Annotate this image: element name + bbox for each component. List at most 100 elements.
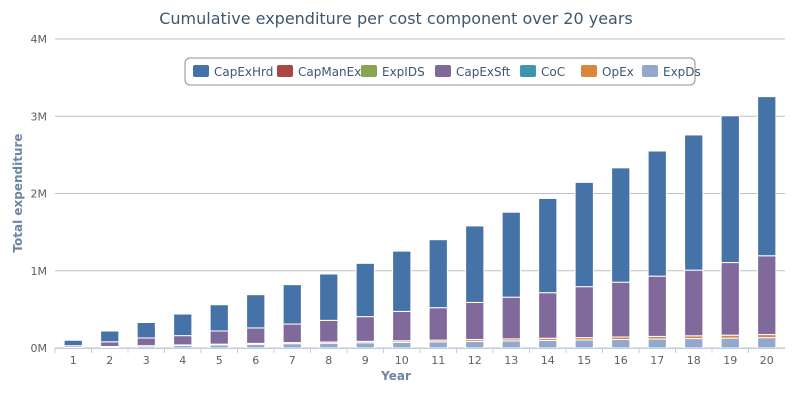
bar-segment-capexsft-year-19[interactable] xyxy=(720,262,740,336)
bar-segment-capexhrd-year-5[interactable] xyxy=(209,304,229,332)
legend-label: ExpDs xyxy=(663,65,701,79)
bar-segment-capexhrd-year-15[interactable] xyxy=(574,181,594,288)
bar-segment-expds-year-6[interactable] xyxy=(246,343,266,349)
bar-segment-capexsft-year-12[interactable] xyxy=(465,301,485,341)
bar-segment-capexhrd-year-2[interactable] xyxy=(100,330,120,343)
bar-segment-capexsft-year-5[interactable] xyxy=(209,330,229,345)
bar-segment-capexhrd-year-17[interactable] xyxy=(647,150,667,277)
x-tick-label: 12 xyxy=(468,354,482,367)
bar-segment-capexsft-year-13[interactable] xyxy=(501,296,521,340)
bar-segment-expds-year-20[interactable] xyxy=(757,337,777,349)
bar-segment-capexhrd-year-13[interactable] xyxy=(501,211,521,298)
legend-label: CapExHrd xyxy=(214,65,273,79)
bar-segment-expds-year-7[interactable] xyxy=(282,343,302,349)
legend-item-capexhrd[interactable]: CapExHrd xyxy=(193,65,273,79)
bar-segment-capexhrd-year-18[interactable] xyxy=(684,134,704,271)
bar-segment-expds-year-19[interactable] xyxy=(720,337,740,349)
legend-swatch xyxy=(581,65,597,77)
bar-segment-expds-year-8[interactable] xyxy=(319,342,339,349)
bar-segment-capexsft-year-2[interactable] xyxy=(100,341,120,347)
x-tick-label: 7 xyxy=(289,354,296,367)
x-tick-label: 20 xyxy=(760,354,774,367)
x-tick-label: 3 xyxy=(143,354,150,367)
bar-segment-capexsft-year-14[interactable] xyxy=(538,292,558,339)
bar-segment-capexhrd-year-9[interactable] xyxy=(355,262,375,318)
legend-item-expids[interactable]: ExpIDS xyxy=(361,65,425,79)
legend-label: CapManEx xyxy=(298,65,361,79)
y-tick-label: 3M xyxy=(31,110,48,123)
bar-segment-capexsft-year-8[interactable] xyxy=(319,319,339,343)
x-tick-label: 11 xyxy=(431,354,445,367)
bar-segment-capexsft-year-7[interactable] xyxy=(282,323,302,344)
x-tick-label: 5 xyxy=(216,354,223,367)
bar-segment-capexsft-year-20[interactable] xyxy=(757,255,777,336)
bar-segment-capexhrd-year-3[interactable] xyxy=(136,322,156,339)
bar-segment-capexhrd-year-1[interactable] xyxy=(63,339,83,347)
legend-label: CoC xyxy=(541,65,565,79)
legend-item-capexsft[interactable]: CapExSft xyxy=(435,65,511,79)
x-tick-label: 9 xyxy=(362,354,369,367)
x-tick-label: 18 xyxy=(687,354,701,367)
y-tick-label: 0M xyxy=(31,342,48,355)
x-tick-label: 10 xyxy=(395,354,409,367)
bar-segment-expds-year-18[interactable] xyxy=(684,338,704,349)
x-axis-title: Year xyxy=(380,369,411,383)
bar-segment-capexsft-year-15[interactable] xyxy=(574,286,594,339)
legend-item-expds[interactable]: ExpDs xyxy=(642,65,701,79)
legend-swatch xyxy=(277,65,293,77)
bar-segment-expds-year-16[interactable] xyxy=(611,339,631,349)
bar-segment-capexhrd-year-11[interactable] xyxy=(428,239,448,309)
bar-segment-expds-year-10[interactable] xyxy=(392,341,412,349)
x-axis-ticks: 1 2 3 4 5 6 7 8 9 10 11 12 13 14 15 16 17 18 19 20 xyxy=(54,348,774,367)
bar-segment-expds-year-11[interactable] xyxy=(428,341,448,349)
bar-segment-expds-year-9[interactable] xyxy=(355,342,375,349)
x-tick-label: 15 xyxy=(577,354,591,367)
legend-swatch xyxy=(642,65,658,77)
x-tick-label: 16 xyxy=(614,354,628,367)
bar-segment-capexhrd-year-14[interactable] xyxy=(538,197,558,294)
bar-segment-capexsft-year-17[interactable] xyxy=(647,275,667,337)
x-tick-label: 1 xyxy=(70,354,77,367)
x-tick-label: 13 xyxy=(504,354,518,367)
legend-item-capmanex[interactable]: CapManEx xyxy=(277,65,361,79)
bar-segment-expds-year-17[interactable] xyxy=(647,338,667,349)
legend-item-opex[interactable]: OpEx xyxy=(581,65,634,79)
legend-label: OpEx xyxy=(602,65,634,79)
y-tick-label: 4M xyxy=(31,33,48,46)
x-tick-label: 6 xyxy=(252,354,259,367)
bar-segment-capexsft-year-9[interactable] xyxy=(355,316,375,342)
bar-segment-capexsft-year-4[interactable] xyxy=(173,335,193,346)
bar-segment-expds-year-15[interactable] xyxy=(574,339,594,349)
y-tick-label: 2M xyxy=(31,188,48,201)
bar-segment-capexsft-year-18[interactable] xyxy=(684,269,704,337)
bar-segment-capexsft-year-11[interactable] xyxy=(428,307,448,341)
bar-segment-capexhrd-year-4[interactable] xyxy=(173,313,193,337)
bar-segment-capexhrd-year-19[interactable] xyxy=(720,115,740,264)
bar-segment-capexhrd-year-6[interactable] xyxy=(246,294,266,329)
bar-segment-capexhrd-year-10[interactable] xyxy=(392,250,412,312)
bar-segment-capexhrd-year-7[interactable] xyxy=(282,284,302,325)
bar-segment-expds-year-14[interactable] xyxy=(538,339,558,349)
bar-segment-capexsft-year-3[interactable] xyxy=(136,337,156,347)
bar-segment-capexhrd-year-20[interactable] xyxy=(757,96,777,257)
x-tick-label: 14 xyxy=(541,354,555,367)
legend: CapExHrd CapManEx ExpIDS CapExSft CoC OpEx Exp… xyxy=(184,57,701,86)
bar-segment-expds-year-13[interactable] xyxy=(501,340,521,349)
bar-segment-capexhrd-year-8[interactable] xyxy=(319,273,339,321)
legend-swatch xyxy=(435,65,451,77)
legend-swatch xyxy=(193,65,209,77)
legend-swatch xyxy=(520,65,536,77)
x-tick-label: 8 xyxy=(325,354,332,367)
bar-segment-capexsft-year-6[interactable] xyxy=(246,327,266,344)
legend-item-coc[interactable]: CoC xyxy=(520,65,565,79)
bar-segment-expds-year-12[interactable] xyxy=(465,340,485,349)
bar-segment-capexsft-year-16[interactable] xyxy=(611,281,631,338)
legend-label: ExpIDS xyxy=(382,65,425,79)
bar-segment-capexhrd-year-16[interactable] xyxy=(611,167,631,283)
bar-segment-capexsft-year-10[interactable] xyxy=(392,310,412,342)
bar-segment-capexhrd-year-12[interactable] xyxy=(465,225,485,303)
y-axis-title: Total expenditure xyxy=(11,133,25,252)
x-tick-label: 2 xyxy=(106,354,113,367)
y-axis-ticks: 0M 1M 2M 3M 4M xyxy=(31,33,48,355)
